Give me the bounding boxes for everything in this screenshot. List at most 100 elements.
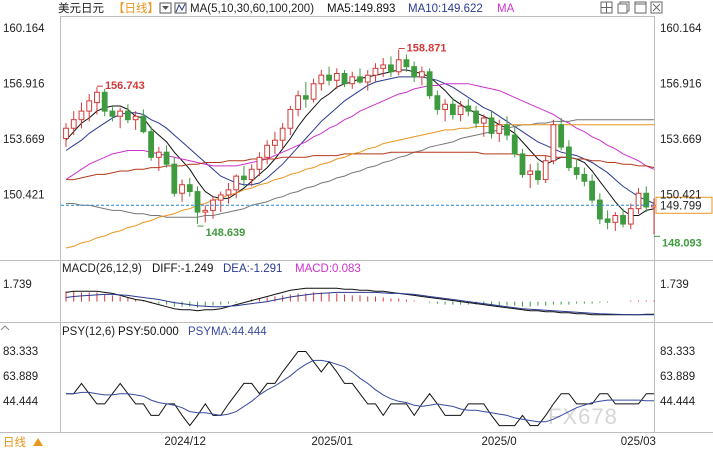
candle-down xyxy=(535,170,541,181)
candle-up xyxy=(527,170,534,175)
psy-title: PSY(12,6) xyxy=(62,326,115,338)
candle-down xyxy=(163,151,170,165)
dropdown-icon[interactable] xyxy=(159,2,172,14)
price-y-tick-right: 160.164 xyxy=(660,23,702,35)
candle-up xyxy=(542,160,549,181)
psy-y-tick-left: 83.333 xyxy=(3,346,38,358)
candle-up xyxy=(310,83,317,100)
candle-up xyxy=(612,215,619,223)
ma10-value: MA10:149.622 xyxy=(408,3,483,15)
ma-icon[interactable] xyxy=(174,2,187,14)
candle-up xyxy=(457,105,464,116)
macd-value: MACD:0.083 xyxy=(295,263,361,275)
psy-line-psyma xyxy=(66,359,654,423)
candle-down xyxy=(558,124,565,148)
psy-title-group: PSY(12,6) PSY:50.000 PSYMA:44.444 xyxy=(62,326,267,338)
macd-dea-value: DEA:-1.291 xyxy=(223,263,282,275)
candle-up xyxy=(248,168,255,181)
candle-up xyxy=(78,110,85,121)
macd-y-tick-right: 1.739 xyxy=(660,279,689,291)
psy-y-tick-right: 83.333 xyxy=(660,346,695,358)
candle-down xyxy=(581,173,588,182)
annotation-label: 156.743 xyxy=(105,80,145,92)
candle-up xyxy=(496,124,503,134)
candle-up xyxy=(635,192,642,210)
candle-up xyxy=(179,184,185,194)
candle-down xyxy=(124,110,131,121)
symbol-label: 美元日元 xyxy=(58,1,104,15)
candle-down xyxy=(388,64,394,73)
candle-up xyxy=(63,127,69,139)
candle-up xyxy=(94,91,100,104)
period-label[interactable]: 【日线】 xyxy=(113,1,159,15)
ma-more-value: MA xyxy=(497,3,515,15)
candle-up xyxy=(380,64,387,69)
price-y-tick-left: 150.421 xyxy=(3,190,45,202)
candle-down xyxy=(411,66,418,78)
collapse-icon[interactable] xyxy=(0,325,10,331)
candle-up xyxy=(271,139,278,146)
x-axis-label: 2025/01 xyxy=(311,436,353,448)
candle-up xyxy=(264,144,271,158)
annotation-label: 158.871 xyxy=(407,43,447,55)
candle-down xyxy=(573,167,580,175)
psy-value: PSY:50.000 xyxy=(118,326,179,338)
candle-down xyxy=(302,95,309,100)
candle-down xyxy=(449,103,456,116)
candle-up xyxy=(117,110,124,117)
candle-down xyxy=(604,218,611,223)
candle-down xyxy=(589,180,596,201)
price-y-tick-left: 160.164 xyxy=(3,23,45,35)
ma-line-ma60 xyxy=(66,119,654,218)
price-y-tick-right: 153.669 xyxy=(660,134,702,146)
candle-down xyxy=(140,115,147,133)
candle-down xyxy=(473,110,479,124)
psy-y-tick-left: 44.444 xyxy=(3,396,39,408)
candle-up xyxy=(372,67,379,76)
window-restore-icon[interactable] xyxy=(617,1,630,14)
candle-down xyxy=(519,153,526,175)
candle-up xyxy=(418,71,425,78)
close-icon[interactable] xyxy=(650,1,663,14)
candle-down xyxy=(341,72,348,85)
candle-down xyxy=(596,199,603,220)
ma-line-ma100 xyxy=(66,151,655,181)
grid-icon[interactable] xyxy=(600,1,613,14)
psy-y-tick-left: 63.889 xyxy=(3,371,38,383)
candle-up xyxy=(155,151,162,158)
macd-title-group: MACD(26,12,9) DIFF:-1.249 DEA:-1.291 MAC… xyxy=(62,263,361,275)
candle-up xyxy=(550,124,557,162)
candle-up xyxy=(287,108,294,129)
x-axis-label: 2024/12 xyxy=(164,436,206,448)
annotation-label: 148.639 xyxy=(206,227,246,239)
bottom-period-label[interactable]: 日线 xyxy=(3,435,26,449)
price-y-tick-right: 156.916 xyxy=(660,78,702,90)
candle-up xyxy=(627,208,634,225)
ma-line-ma10 xyxy=(65,76,655,204)
current-price-box xyxy=(655,196,713,214)
macd-y-tick-left: 1.739 xyxy=(3,279,32,291)
triangle-up-icon[interactable] xyxy=(33,438,43,446)
candle-down xyxy=(357,76,363,83)
candle-down xyxy=(643,192,650,208)
ma-params-label: MA(5,10,30,60,100,200) xyxy=(190,3,314,15)
candle-up xyxy=(364,74,371,83)
candle-down xyxy=(426,71,433,97)
candle-down xyxy=(511,134,518,155)
candle-up xyxy=(217,194,224,201)
chart-header: 美元日元 【日线】 MA(5,10,30,60,100,200) MA5:149… xyxy=(58,1,515,15)
price-y-tick-right: 150.421 xyxy=(660,190,702,202)
candle-up xyxy=(132,115,139,121)
candle-up xyxy=(349,76,356,85)
candle-up xyxy=(225,189,232,196)
price-y-tick-left: 153.669 xyxy=(3,134,45,146)
price-y-tick-left: 156.916 xyxy=(3,78,45,90)
candle-up xyxy=(480,117,487,124)
candle-up xyxy=(233,175,240,191)
x-axis-label: 2025/0 xyxy=(482,436,517,448)
maximize-icon[interactable] xyxy=(634,1,647,14)
candle-down xyxy=(186,184,193,193)
ma-line-ma200 xyxy=(65,124,654,249)
candle-up xyxy=(70,119,77,129)
